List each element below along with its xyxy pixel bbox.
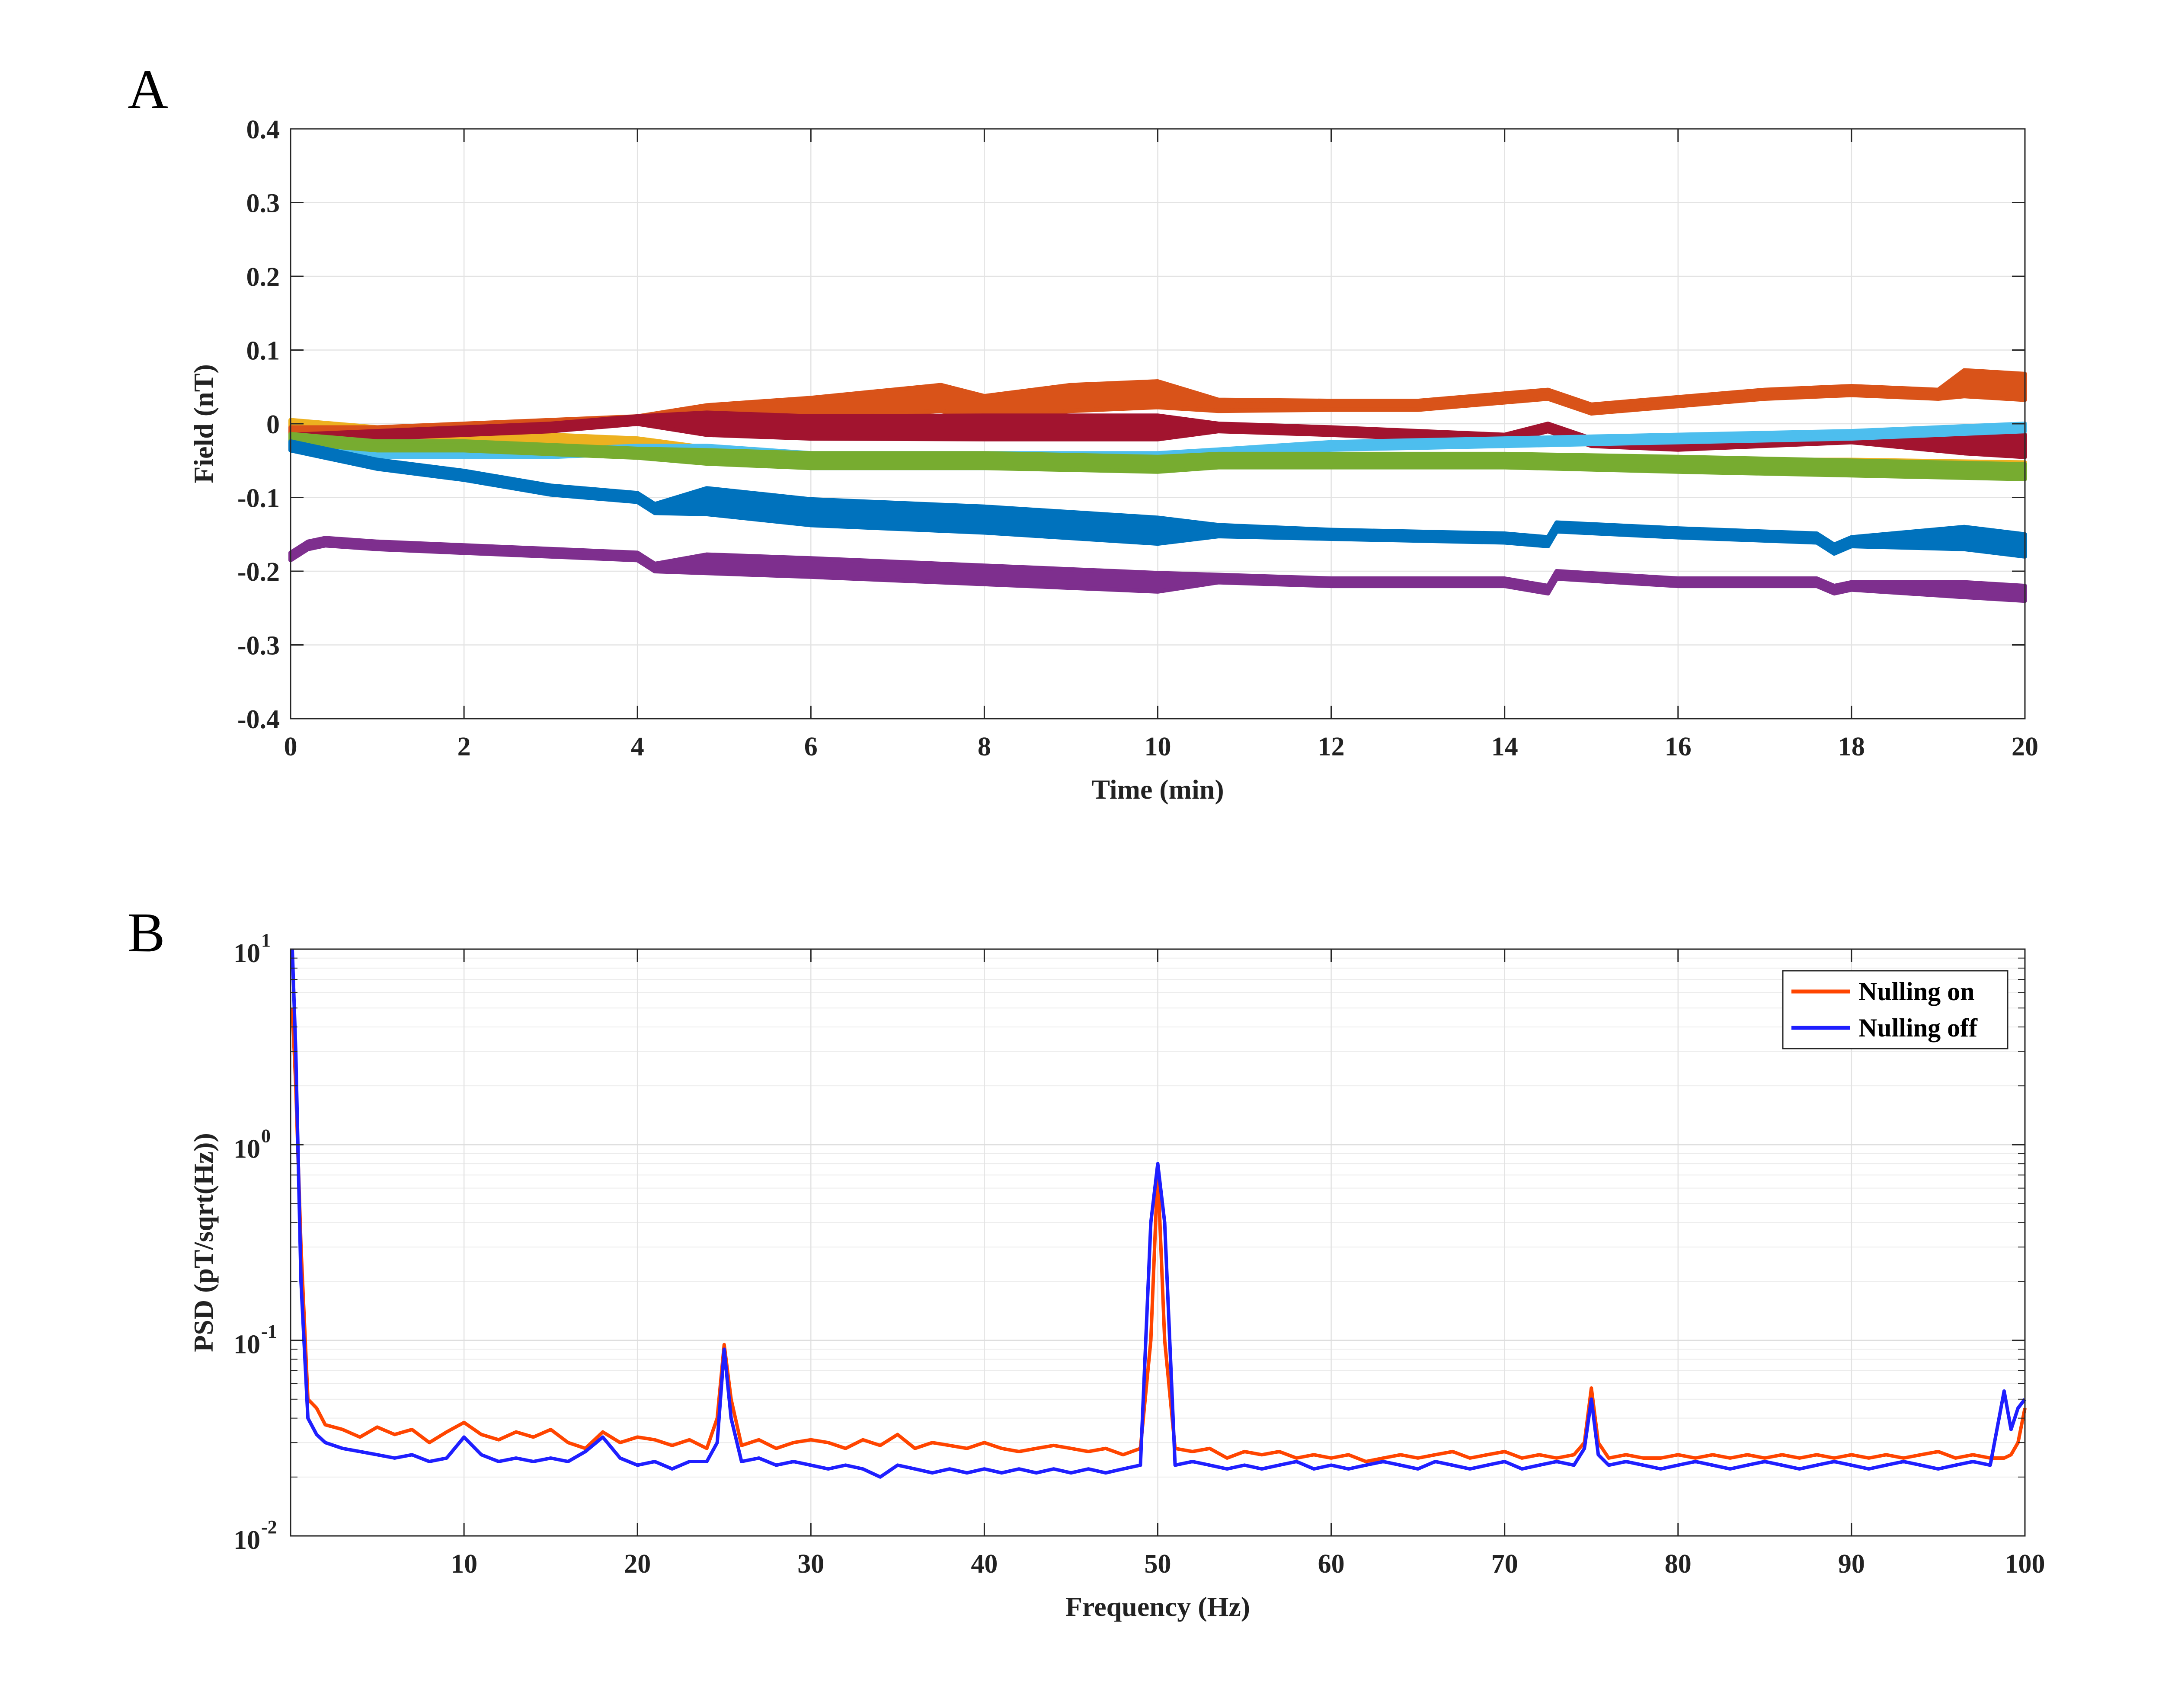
panel-b-y-tick-exponent: -1 (261, 1321, 277, 1342)
panel-a: A 0 2 4 6 8 10 12 14 16 18 20 0.4 0.3 0.2 0.1 0 -0.1 -0.2… (128, 58, 2038, 805)
panel-a-x-tick-label: 4 (631, 732, 644, 761)
panel-b-y-tick-exponent: -2 (261, 1516, 277, 1538)
panel-a-ticks: 0 2 4 6 8 10 12 14 16 18 20 0.4 0.3 0.2 0.1 0 -0.1 -0.2 -0… (237, 115, 2038, 761)
panel-b-x-tick-label: 70 (1491, 1549, 1518, 1579)
panel-b-x-tick-label: 40 (971, 1549, 998, 1579)
panel-b-x-tick-label: 100 (2005, 1549, 2045, 1579)
panel-a-x-tick-label: 6 (804, 732, 818, 761)
panel-a-y-tick-label: 0 (266, 410, 280, 439)
panel-b-y-tick-base: 10 (233, 1330, 260, 1359)
panel-a-y-tick-label: -0.3 (237, 631, 280, 661)
panel-b-series (291, 949, 2027, 1479)
panel-a-y-tick-label: -0.4 (237, 705, 280, 734)
panel-b-x-tick-label: 60 (1318, 1549, 1345, 1579)
panel-a-x-tick-label: 2 (457, 732, 471, 761)
panel-a-y-tick-label: 0.3 (246, 189, 280, 218)
panel-b-y-tick-label: 10 (233, 939, 260, 968)
panel-a-x-tick-label: 12 (1318, 732, 1345, 761)
panel-a-x-tick-label: 0 (284, 732, 297, 761)
panel-b-y-tick-base: 10 (233, 939, 260, 968)
panel-b-x-tick-label: 30 (797, 1549, 824, 1579)
panel-b-series-line-nulling-off (291, 949, 2027, 1479)
panel-b-y-tick-exponent: 1 (261, 930, 271, 951)
panel-b-y-axis-label: PSD (pT/sqrt(Hz)) (188, 1133, 219, 1352)
panel-b-x-tick-label: 10 (451, 1549, 477, 1579)
panel-a-x-tick-label: 18 (1838, 732, 1865, 761)
panel-b-y-tick-label: 10 (233, 1134, 260, 1164)
panel-a-y-tick-label: -0.1 (237, 484, 280, 513)
legend-label-nulling-off: Nulling off (1858, 1014, 1978, 1042)
panel-b-x-tick-label: 20 (624, 1549, 651, 1579)
panel-b-x-tick-label: 90 (1838, 1549, 1865, 1579)
panel-a-y-tick-label: 0.2 (246, 262, 280, 292)
panel-b-x-tick-label: 50 (1145, 1549, 1171, 1579)
panel-b-grid (291, 948, 2026, 1537)
panel-a-x-tick-label: 8 (978, 732, 991, 761)
panel-b-y-tick-label: 10 (233, 1330, 260, 1359)
panel-b-label: B (128, 902, 165, 964)
panel-b-y-tick-base: 10 (233, 1526, 260, 1555)
panel-a-y-tick-label: 0.1 (246, 336, 280, 366)
panel-b-legend: Nulling on Nulling off (1782, 970, 2008, 1049)
panel-a-y-tick-label: 0.4 (246, 115, 280, 144)
panel-b-y-tick-label: 10 (233, 1526, 260, 1555)
panel-a-label: A (128, 58, 168, 121)
panel-a-x-tick-label: 20 (2012, 732, 2038, 761)
panel-b-y-tick-base: 10 (233, 1134, 260, 1164)
legend-box (1782, 970, 2008, 1049)
panel-a-y-tick-label: -0.2 (237, 557, 280, 587)
legend-label-nulling-on: Nulling on (1858, 977, 1974, 1006)
panel-a-x-tick-label: 16 (1665, 732, 1692, 761)
panel-b-x-axis-label: Frequency (Hz) (1065, 1591, 1250, 1622)
panel-b-x-tick-label: 80 (1665, 1549, 1692, 1579)
panel-a-x-axis-label: Time (min) (1091, 774, 1224, 805)
panel-b-series-line-nulling-on (291, 1008, 2027, 1463)
panel-a-x-tick-label: 10 (1145, 732, 1171, 761)
panel-b-y-tick-exponent: 0 (261, 1125, 271, 1146)
panel-a-y-axis-label: Field (nT) (188, 364, 219, 483)
panel-a-x-tick-label: 14 (1491, 732, 1518, 761)
